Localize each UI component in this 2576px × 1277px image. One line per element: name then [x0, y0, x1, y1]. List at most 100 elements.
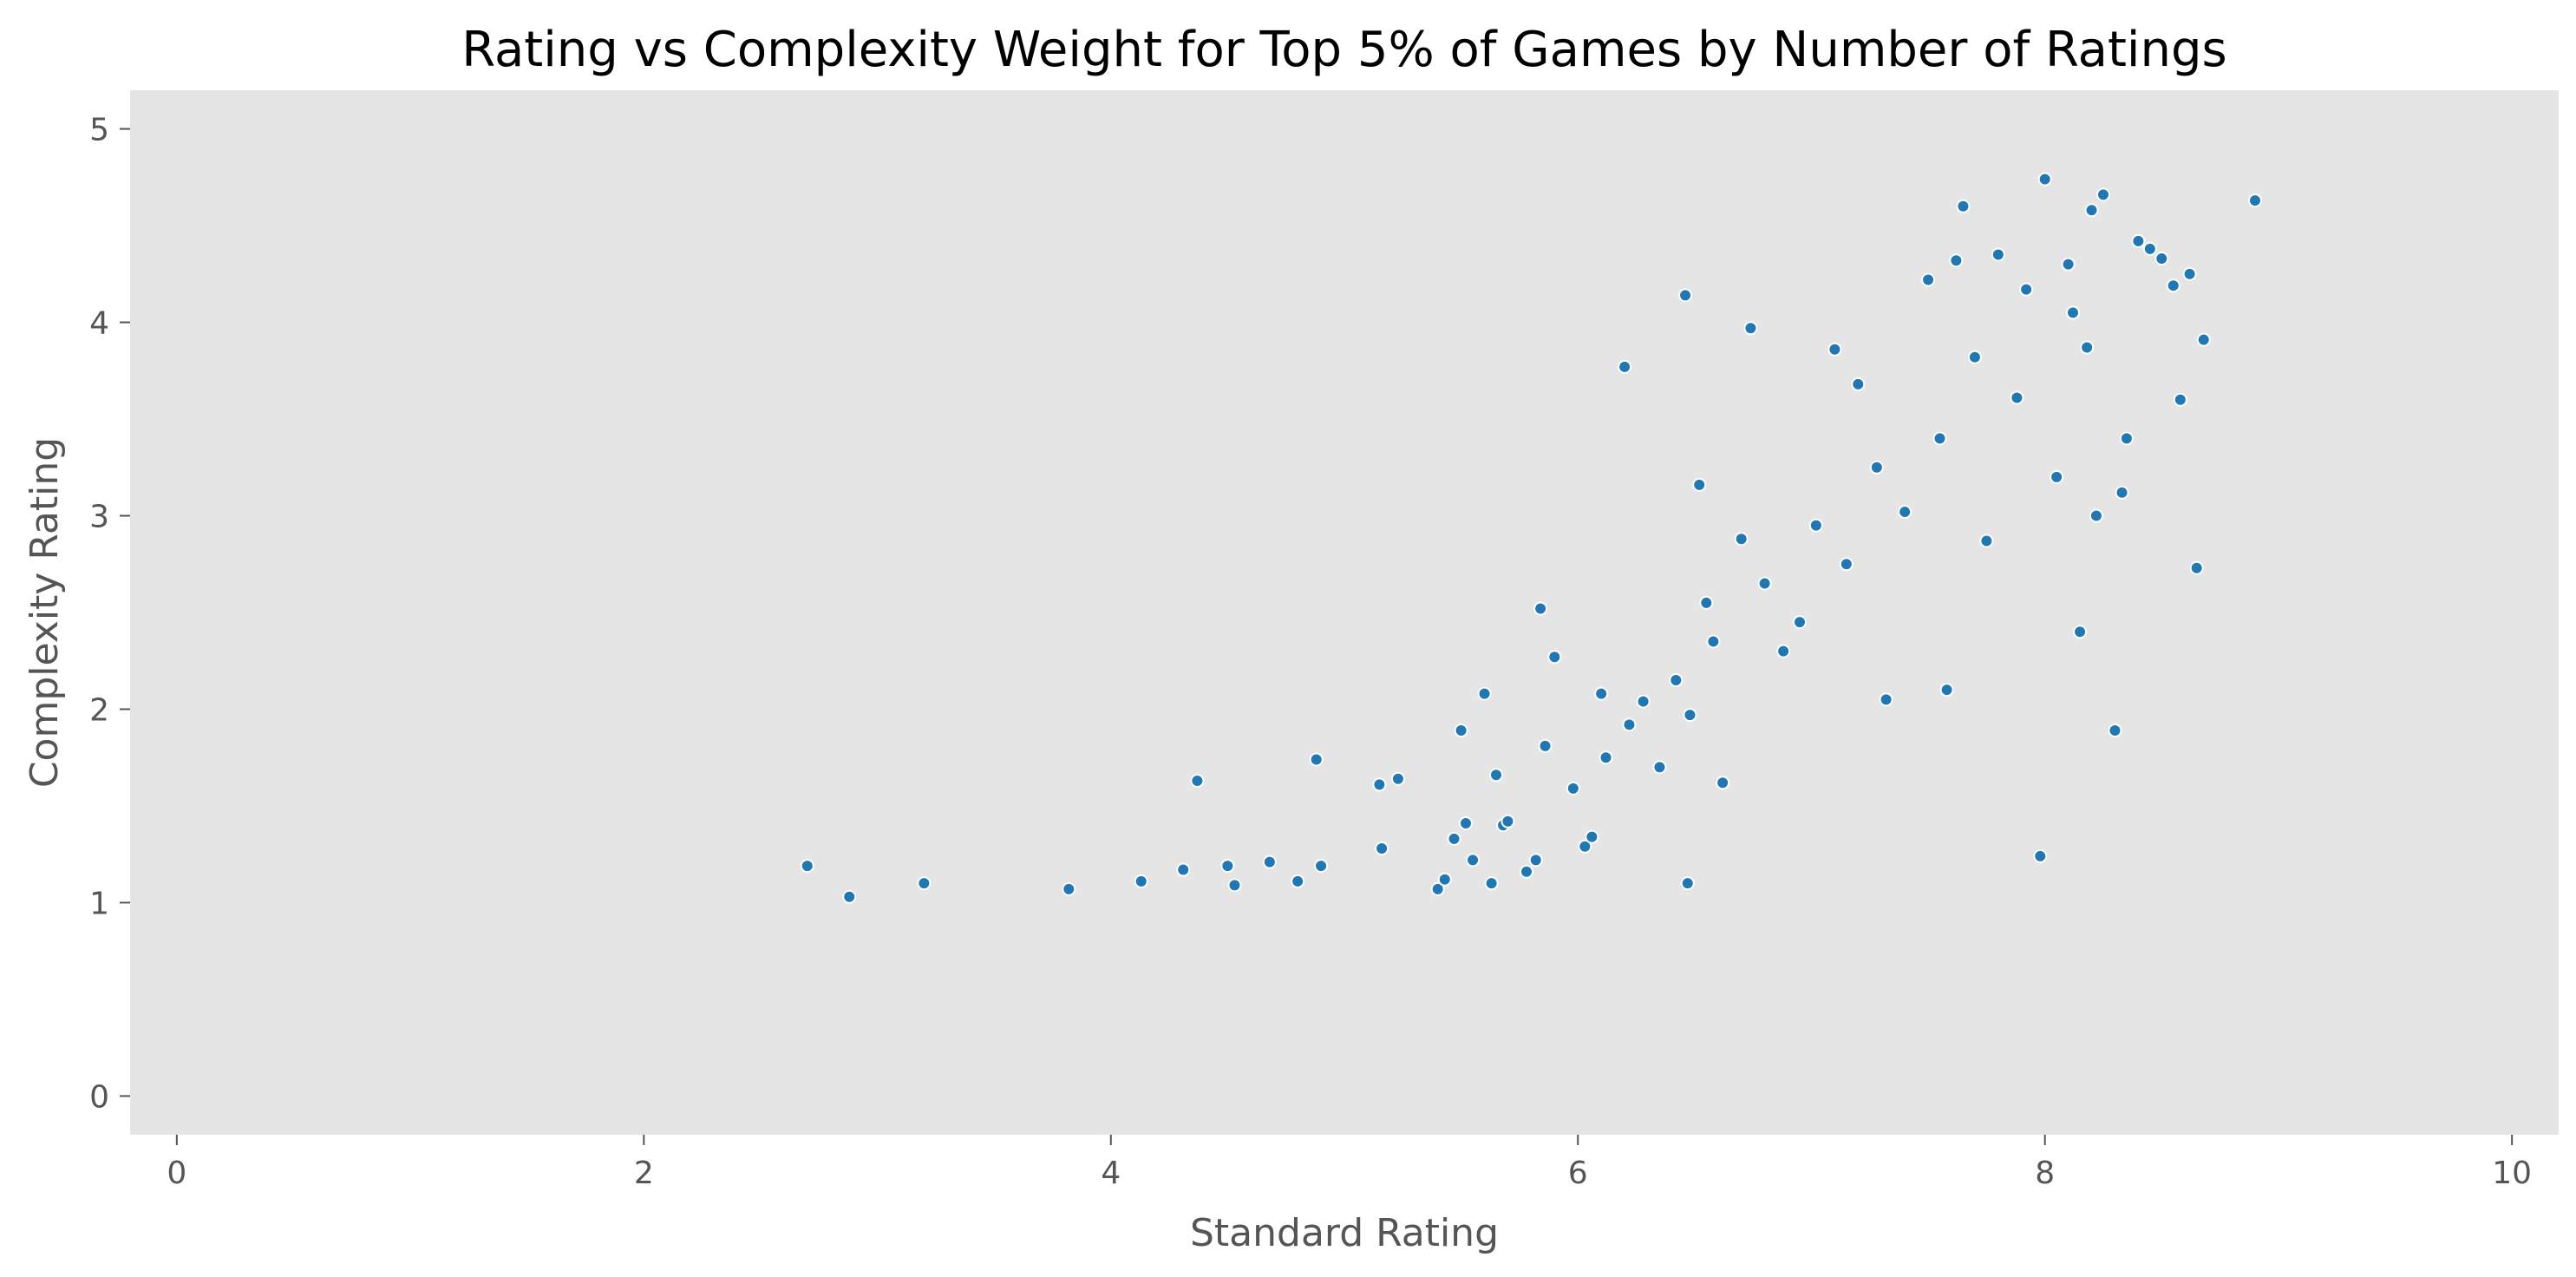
data-point: [1227, 878, 1242, 893]
data-point: [1484, 876, 1499, 891]
data-point: [1622, 717, 1637, 732]
data-point: [1447, 831, 1461, 846]
data-point: [2108, 724, 2122, 738]
data-point: [1291, 874, 1305, 888]
data-point: [1500, 814, 1515, 828]
data-point: [1652, 760, 1667, 775]
data-point: [800, 859, 814, 874]
data-point: [1220, 859, 1235, 874]
data-point: [1827, 342, 1842, 357]
data-point: [1585, 829, 1599, 844]
data-point: [1898, 505, 1912, 520]
data-point: [1879, 692, 1893, 707]
axis-ticks: 0 2 4 6 8 10 0 1 2 3 4 5: [89, 113, 2532, 1191]
data-point: [1716, 776, 1730, 790]
data-point: [1636, 694, 1651, 709]
data-point: [2050, 469, 2064, 484]
x-tick-label-2: 4: [1101, 1156, 1121, 1191]
data-point: [2033, 848, 2048, 863]
data-point: [1699, 595, 1714, 610]
y-tick-label-3: 3: [89, 500, 109, 535]
data-point: [2182, 266, 2197, 281]
y-tick-label-0: 0: [89, 1079, 109, 1115]
x-axis-label: Standard Rating: [1190, 1211, 1499, 1255]
data-point: [1489, 768, 1503, 783]
data-point: [1979, 534, 1994, 548]
data-point: [1520, 864, 1533, 879]
data-point: [1692, 477, 1707, 492]
data-point: [1669, 673, 1684, 688]
data-point: [2248, 193, 2262, 208]
data-point: [2037, 172, 2052, 187]
data-point: [842, 889, 857, 904]
data-point: [2142, 241, 2157, 256]
x-tick-label-4: 8: [2035, 1156, 2055, 1191]
data-point: [1262, 855, 1277, 869]
y-tick-label-4: 4: [89, 306, 109, 342]
data-point: [1851, 377, 1866, 391]
data-point: [1547, 650, 1562, 665]
data-point: [1599, 750, 1613, 765]
y-tick-label-5: 5: [89, 113, 109, 148]
data-point: [1939, 683, 1954, 697]
data-points: [800, 172, 2262, 904]
data-point: [1757, 576, 1772, 591]
data-point: [2089, 508, 2103, 523]
y-axis-label: Complexity Rating: [23, 437, 67, 788]
data-point: [2131, 233, 2146, 248]
data-point: [2115, 485, 2129, 500]
data-point: [1793, 615, 1807, 630]
data-point: [1437, 872, 1452, 887]
data-point: [2061, 257, 2076, 272]
data-point: [2196, 332, 2211, 347]
data-point: [1734, 532, 1749, 547]
data-point: [1459, 816, 1473, 831]
y-tick-label-2: 2: [89, 692, 109, 728]
data-point: [1538, 738, 1553, 753]
data-point: [1932, 431, 1947, 446]
data-point: [1680, 876, 1695, 891]
data-point: [1134, 874, 1148, 888]
data-point: [1949, 253, 1964, 268]
data-point: [2073, 625, 2088, 639]
data-point: [1678, 288, 1693, 303]
data-point: [1176, 862, 1191, 877]
y-tick-label-1: 1: [89, 886, 109, 921]
x-tick-label-3: 6: [1568, 1156, 1588, 1191]
data-point: [2096, 187, 2110, 202]
data-point: [1314, 859, 1329, 874]
data-point: [1477, 686, 1492, 701]
data-point: [1967, 350, 1982, 364]
data-point: [2154, 251, 2169, 265]
data-point: [1566, 781, 1580, 796]
data-point: [1839, 557, 1854, 572]
data-point: [1372, 777, 1387, 792]
data-point: [1062, 881, 1076, 896]
x-tick-label-1: 2: [634, 1156, 654, 1191]
data-point: [1430, 881, 1445, 896]
data-point: [2189, 560, 2204, 575]
data-point: [917, 876, 932, 891]
data-point: [2066, 305, 2080, 320]
data-point: [1578, 839, 1592, 854]
data-point: [1776, 644, 1791, 658]
data-point: [1743, 321, 1758, 336]
data-point: [1808, 518, 1823, 533]
data-point: [1309, 752, 1324, 767]
data-point: [1706, 634, 1721, 649]
data-point: [2119, 431, 2134, 446]
data-point: [1618, 359, 1632, 374]
data-point: [1683, 708, 1697, 723]
chart-title: Rating vs Complexity Weight for Top 5% o…: [461, 22, 2226, 78]
data-point: [1921, 272, 1936, 287]
data-point: [1991, 247, 2005, 262]
data-point: [1390, 771, 1405, 786]
data-point: [1956, 199, 1971, 213]
data-point: [1375, 842, 1389, 856]
data-point: [2166, 278, 2180, 293]
data-point: [1594, 686, 1609, 701]
data-point: [1533, 601, 1548, 616]
data-point: [1528, 853, 1543, 868]
